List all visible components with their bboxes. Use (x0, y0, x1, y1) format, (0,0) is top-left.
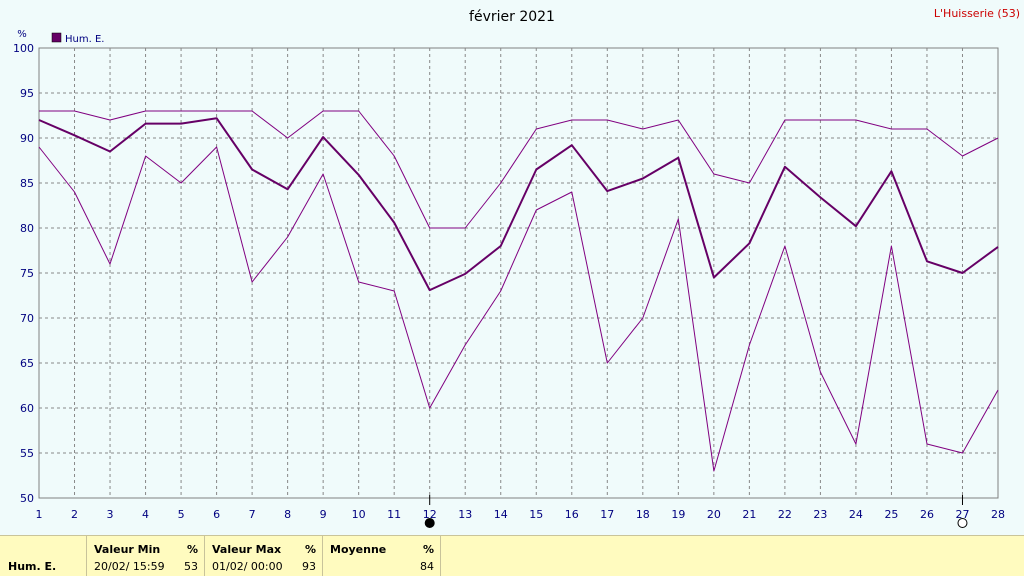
stats-bar: Hum. E. Valeur Min % 20/02/ 15:59 53 Val… (0, 535, 1024, 576)
y-tick-label: 50 (20, 492, 34, 505)
plot-frame (38, 47, 999, 499)
humidity-chart: février 2021 L'Huisserie (53) % Hum. E. … (13, 7, 1020, 528)
series-line-min (38, 146, 999, 472)
legend-swatch (51, 32, 62, 43)
y-tick-label: 70 (20, 312, 34, 325)
x-tick-label: 17 (600, 508, 614, 521)
stats-max-value: 93 (302, 560, 316, 573)
stats-min-cell: Valeur Min % 20/02/ 15:59 53 (87, 536, 204, 576)
x-tick-label: 8 (284, 508, 291, 521)
stats-separator (322, 536, 323, 576)
station-label: L'Huisserie (53) (934, 7, 1020, 20)
x-tick-label: 2 (71, 508, 78, 521)
x-tick-label: 6 (213, 508, 220, 521)
stats-separator (440, 536, 441, 576)
stats-min-value: 53 (184, 560, 198, 573)
x-tick-label: 5 (178, 508, 185, 521)
y-tick-label: 100 (13, 42, 34, 55)
x-tick-label: 14 (494, 508, 508, 521)
series-line-max (39, 110, 999, 229)
y-axis-ticks: 50 55 60 65 70 75 80 85 90 95 100 (13, 42, 34, 505)
x-tick-label: 1 (36, 508, 43, 521)
stats-mean-value: 84 (420, 560, 434, 573)
stats-series-label: Hum. E. (8, 560, 57, 573)
x-tick-label: 19 (671, 508, 685, 521)
stats-series-cell: Hum. E. (0, 536, 86, 576)
x-tick-label: 9 (320, 508, 327, 521)
stats-mean-header: Moyenne (330, 543, 387, 556)
stats-min-header: Valeur Min (94, 543, 161, 556)
y-tick-label: 60 (20, 402, 34, 415)
x-tick-label: 26 (920, 508, 934, 521)
legend-label: Hum. E. (65, 34, 104, 45)
y-tick-label: 75 (20, 267, 34, 280)
x-tick-label: 4 (142, 508, 149, 521)
x-tick-label: 20 (707, 508, 721, 521)
grid (38, 47, 999, 499)
x-tick-label: 21 (742, 508, 756, 521)
y-tick-label: 80 (20, 222, 34, 235)
stats-max-unit: % (304, 543, 316, 556)
series-lines (38, 110, 999, 472)
full-moon-icon (957, 518, 968, 528)
x-tick-label: 15 (529, 508, 543, 521)
x-tick-label: 28 (991, 508, 1005, 521)
y-tick-label: 90 (20, 132, 34, 145)
stats-max-header: Valeur Max (212, 543, 282, 556)
stats-mean-unit: % (422, 543, 434, 556)
stats-separator (204, 536, 205, 576)
new-moon-icon (424, 518, 435, 528)
stats-min-date: 20/02/ 15:59 (94, 560, 165, 573)
x-tick-label: 27 (955, 508, 969, 521)
x-tick-label: 13 (458, 508, 472, 521)
moon-markers (424, 495, 968, 528)
y-tick-label: 65 (20, 357, 34, 370)
stats-mean-cell: Moyenne % 84 (323, 536, 440, 576)
x-tick-label: 16 (565, 508, 579, 521)
stats-min-unit: % (186, 543, 198, 556)
x-tick-label: 12 (423, 508, 437, 521)
y-axis-unit: % (17, 29, 27, 40)
y-tick-label: 85 (20, 177, 34, 190)
chart-area: février 2021 L'Huisserie (53) % Hum. E. … (13, 7, 1020, 528)
x-tick-label: 10 (352, 508, 366, 521)
series-line-mean (38, 117, 999, 292)
stats-max-date: 01/02/ 00:00 (212, 560, 283, 573)
x-tick-label: 23 (813, 508, 827, 521)
stats-max-cell: Valeur Max % 01/02/ 00:00 93 (205, 536, 322, 576)
x-tick-label: 3 (107, 508, 114, 521)
stats-separator (86, 536, 87, 576)
x-tick-label: 25 (884, 508, 898, 521)
x-tick-label: 11 (387, 508, 401, 521)
x-tick-label: 24 (849, 508, 863, 521)
y-tick-label: 55 (20, 447, 34, 460)
x-axis-ticks: 1 2 3 4 5 6 7 8 9 10 11 12 13 14 15 16 17 18 19 20 21 22 23 24 2… (36, 508, 1006, 521)
x-tick-label: 22 (778, 508, 792, 521)
x-tick-label: 7 (249, 508, 256, 521)
chart-title: février 2021 (469, 9, 555, 25)
x-tick-label: 18 (636, 508, 650, 521)
y-tick-label: 95 (20, 87, 34, 100)
